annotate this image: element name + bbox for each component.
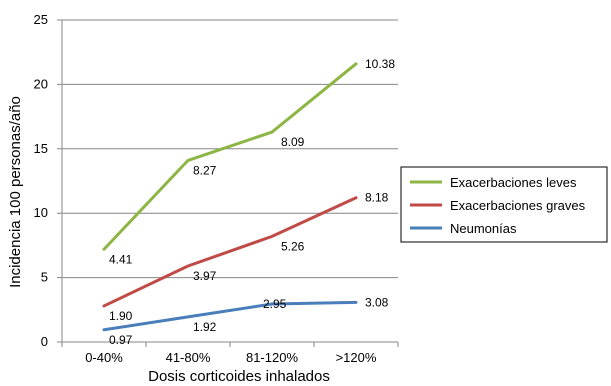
data-label: 8.09: [281, 135, 305, 149]
x-tick-label: 41-80%: [166, 350, 211, 365]
x-tick-label: 81-120%: [246, 350, 298, 365]
data-label: 3.08: [365, 295, 389, 309]
x-tick-label: >120%: [336, 350, 377, 365]
y-tick-label: 25: [34, 12, 48, 27]
grid-lines: [57, 19, 398, 343]
x-tick-labels: 0-40% 41-80% 81-120% >120%: [85, 350, 377, 365]
series-line: [102, 196, 358, 308]
x-tick-label: 0-40%: [85, 350, 123, 365]
y-tick-labels: 0 5 10 15 20 25: [34, 12, 48, 349]
y-axis-title: Incidencia 100 personas/año: [7, 96, 24, 288]
data-label: 8.27: [193, 163, 217, 177]
y-tick-label: 15: [34, 141, 48, 156]
legend-label: Exacerbaciones graves: [450, 198, 586, 213]
series-line: [102, 62, 358, 251]
legend: Exacerbaciones leves Exacerbaciones grave…: [400, 166, 608, 243]
data-label: 4.41: [109, 252, 133, 266]
data-labels: 4.41 8.27 8.09 10.38 1.90 3.97 5.26 8.18 0.97 1.9…: [109, 57, 395, 347]
legend-label: Exacerbaciones leves: [450, 175, 577, 190]
y-tick-label: 10: [34, 205, 48, 220]
legend-label: Neumonías: [450, 221, 517, 236]
x-axis-title: Dosis corticoides inhalados: [148, 368, 330, 385]
axes: [61, 20, 399, 347]
data-label: 0.97: [109, 333, 133, 347]
data-label: 8.18: [365, 191, 389, 205]
y-tick-label: 5: [41, 270, 48, 285]
y-tick-label: 20: [34, 76, 48, 91]
data-label: 10.38: [365, 57, 395, 71]
y-tick-label: 0: [41, 334, 48, 349]
data-label: 1.92: [193, 320, 217, 334]
series-lines: [102, 62, 358, 332]
series-line: [102, 300, 358, 332]
data-label: 5.26: [281, 239, 305, 253]
data-label: 1.90: [109, 309, 133, 323]
data-label: 2.95: [263, 297, 287, 311]
data-label: 3.97: [193, 269, 217, 283]
